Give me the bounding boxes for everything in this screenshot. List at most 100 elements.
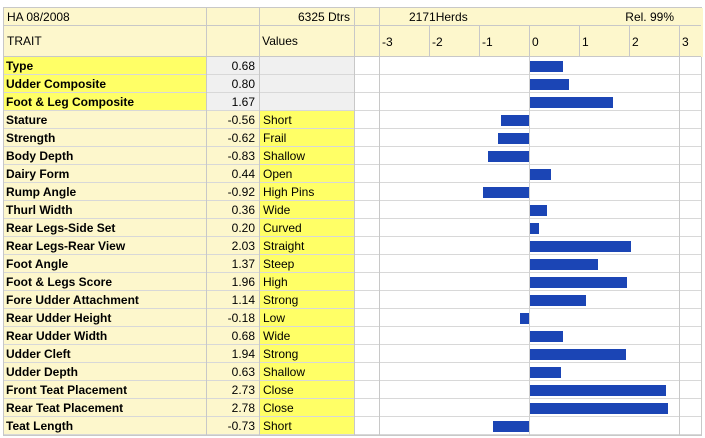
trait-name: Rear Legs-Side Set xyxy=(4,219,206,237)
header-divider xyxy=(4,56,701,57)
row-divider xyxy=(4,128,701,129)
trait-value: 0.63 xyxy=(206,363,259,381)
values-column-header: Values xyxy=(206,26,354,57)
trait-name: Foot & Legs Score xyxy=(4,273,206,291)
trait-name: Foot & Leg Composite xyxy=(4,93,206,111)
trait-name: Thurl Width xyxy=(4,201,206,219)
trait-value: 0.68 xyxy=(206,327,259,345)
bar-fore-udder-attachment xyxy=(529,295,586,306)
trait-value: 0.20 xyxy=(206,219,259,237)
trait-value: 1.37 xyxy=(206,255,259,273)
reliability: Rel. 99% xyxy=(625,10,674,24)
trait-column-header: TRAIT xyxy=(4,26,206,57)
bar-stature xyxy=(501,115,529,126)
trait-name: Udder Cleft xyxy=(4,345,206,363)
trait-description: High Pins xyxy=(259,183,354,201)
scale-tick-line xyxy=(579,26,580,57)
row-divider xyxy=(4,380,701,381)
trait-name: Strength xyxy=(4,129,206,147)
trait-name: Udder Depth xyxy=(4,363,206,381)
trait-value: 0.36 xyxy=(206,201,259,219)
bar-strength xyxy=(498,133,529,144)
trait-description: Close xyxy=(259,381,354,399)
trait-description: Short xyxy=(259,111,354,129)
bar-udder-composite xyxy=(529,79,569,90)
trait-name: Fore Udder Attachment xyxy=(4,291,206,309)
trait-name: Stature xyxy=(4,111,206,129)
scale-tick-label: 1 xyxy=(582,35,589,49)
base-date: HA 08/2008 xyxy=(7,10,70,24)
herd-count: 2171Herds xyxy=(409,10,468,24)
trait-value: -0.62 xyxy=(206,129,259,147)
trait-name: Foot Angle xyxy=(4,255,206,273)
bar-type xyxy=(529,61,563,72)
trait-name: Rear Legs-Rear View xyxy=(4,237,206,255)
trait-name: Rear Udder Width xyxy=(4,327,206,345)
trait-table: HA 08/2008 6325 Dtrs 2171Herds Rel. 99% … xyxy=(3,7,703,436)
values-header-label: Values xyxy=(262,34,298,48)
bar-foot-angle xyxy=(529,259,598,270)
row-divider xyxy=(4,236,701,237)
scale-tick-label: -2 xyxy=(432,35,443,49)
trait-description: Short xyxy=(259,417,354,435)
row-divider xyxy=(4,290,701,291)
trait-value: -0.73 xyxy=(206,417,259,435)
column-divider xyxy=(354,8,355,435)
trait-description xyxy=(259,75,354,93)
trait-description: Steep xyxy=(259,255,354,273)
trait-description: Shallow xyxy=(259,363,354,381)
trait-name: Udder Composite xyxy=(4,75,206,93)
row-divider xyxy=(4,254,701,255)
column-divider xyxy=(259,8,260,435)
scale-tick-line xyxy=(529,26,530,57)
trait-value: -0.18 xyxy=(206,309,259,327)
trait-description xyxy=(259,57,354,75)
row-divider xyxy=(4,74,701,75)
trait-name: Type xyxy=(4,57,206,75)
bar-dairy-form xyxy=(529,169,551,180)
trait-description xyxy=(259,93,354,111)
scale-tick-line xyxy=(629,26,630,57)
trait-description: Open xyxy=(259,165,354,183)
trait-name: Rump Angle xyxy=(4,183,206,201)
trait-name: Rear Udder Height xyxy=(4,309,206,327)
bar-front-teat-placement xyxy=(529,385,666,396)
trait-description: Low xyxy=(259,309,354,327)
trait-description: High xyxy=(259,273,354,291)
trait-name: Dairy Form xyxy=(4,165,206,183)
row-divider xyxy=(4,272,701,273)
header-herds-cell: 2171Herds Rel. 99% xyxy=(354,8,703,26)
trait-value: 1.94 xyxy=(206,345,259,363)
scale-header xyxy=(354,26,703,57)
trait-value: 0.44 xyxy=(206,165,259,183)
column-divider xyxy=(679,26,680,435)
trait-description: Close xyxy=(259,399,354,417)
scale-tick-line xyxy=(479,26,480,57)
column-divider xyxy=(379,8,380,435)
row-divider xyxy=(4,146,701,147)
bar-foot-legs-score xyxy=(529,277,627,288)
trait-value: -0.56 xyxy=(206,111,259,129)
trait-name: Rear Teat Placement xyxy=(4,399,206,417)
scale-tick-label: 3 xyxy=(682,35,689,49)
trait-value: -0.92 xyxy=(206,183,259,201)
bar-udder-depth xyxy=(529,367,561,378)
column-divider xyxy=(206,8,207,435)
trait-description: Frail xyxy=(259,129,354,147)
header-daughters-cell: 6325 Dtrs xyxy=(206,8,354,26)
trait-value: 2.78 xyxy=(206,399,259,417)
trait-description: Strong xyxy=(259,345,354,363)
row-divider xyxy=(4,362,701,363)
row-divider xyxy=(4,416,701,417)
scale-tick-label: -3 xyxy=(382,35,393,49)
row-divider xyxy=(4,308,701,309)
bar-foot-leg-composite xyxy=(529,97,613,108)
bar-thurl-width xyxy=(529,205,547,216)
trait-name: Front Teat Placement xyxy=(4,381,206,399)
row-divider xyxy=(4,398,701,399)
row-divider xyxy=(4,218,701,219)
scale-tick-label: 0 xyxy=(532,35,539,49)
trait-name: Teat Length xyxy=(4,417,206,435)
header-divider xyxy=(4,25,701,26)
trait-description: Strong xyxy=(259,291,354,309)
